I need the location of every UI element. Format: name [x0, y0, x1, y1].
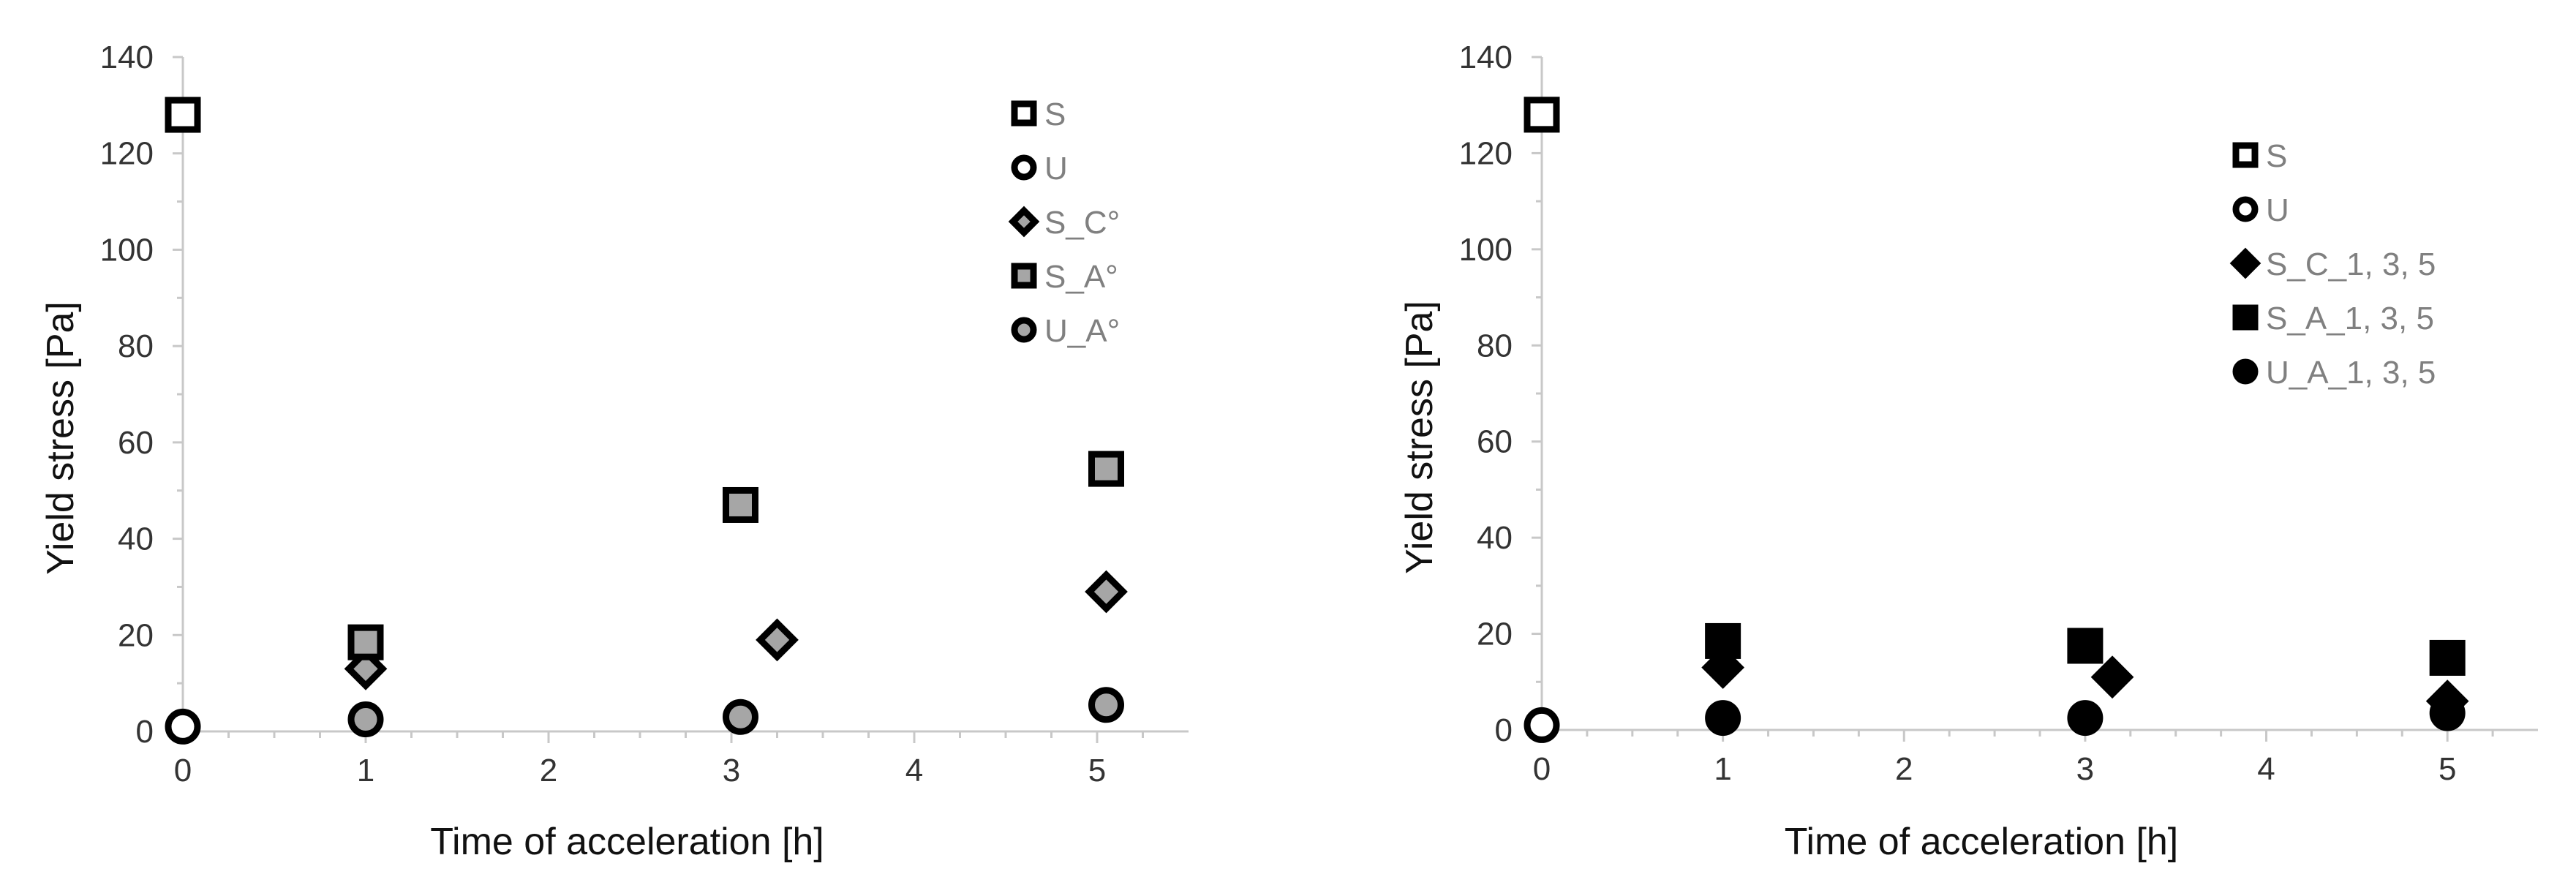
y-tick-label: 120 [1459, 135, 1513, 171]
y-axis-title: Yield stress [Pa] [39, 301, 82, 575]
data-point [1085, 570, 1128, 614]
x-tick-label: 1 [1714, 751, 1731, 787]
legend-marker [2232, 142, 2259, 168]
legend-marker [2232, 358, 2259, 385]
x-tick-label: 0 [1533, 751, 1551, 787]
legend: SU S_C° S_A° U_A° [1008, 97, 1120, 349]
y-tick-label: 0 [136, 714, 154, 750]
legend-marker [1011, 317, 1037, 343]
data-point [1524, 707, 1560, 743]
legend-label: S_C_1, 3, 5 [2266, 246, 2436, 282]
legend-label: S_A_1, 3, 5 [2266, 301, 2434, 336]
data-point [2429, 695, 2466, 731]
data-point [347, 624, 384, 660]
x-axis-title: Time of acceleration [h] [1785, 821, 2179, 863]
y-tick-label: 20 [118, 617, 154, 653]
data-point [1705, 700, 1741, 737]
legend: SU S_C_1, 3, 5 S_A_1, 3, 5 U_A_1, 3, 5 [2229, 138, 2436, 391]
data-point [1524, 97, 1560, 133]
y-tick-label: 80 [1477, 328, 1513, 364]
y-tick-label: 0 [1495, 712, 1513, 748]
data-point [723, 698, 758, 735]
x-tick-label: 5 [1088, 753, 1106, 788]
legend-label: S [2266, 138, 2287, 174]
data-point [165, 97, 201, 133]
x-tick-label: 4 [2257, 751, 2275, 787]
legend-label: U_A_1, 3, 5 [2266, 355, 2436, 391]
y-tick-label: 100 [100, 232, 154, 268]
x-tick-label: 3 [2076, 751, 2094, 787]
y-tick-label: 140 [100, 39, 154, 75]
legend-label: S_C° [1044, 205, 1120, 241]
y-tick-label: 100 [1459, 232, 1513, 268]
legend-marker [1008, 206, 1040, 238]
data-point [1088, 687, 1124, 723]
x-tick-label: 2 [1895, 751, 1913, 787]
data-point [2067, 700, 2104, 737]
y-tick-label: 20 [1477, 617, 1513, 652]
data-point [1705, 622, 1741, 659]
data-point [1701, 646, 1745, 689]
chart-panel-2: 0 20 40 60 80 100 120 140 0 1 2 3 4 5 Time of accelera… [1398, 39, 2538, 863]
data-point [347, 701, 384, 738]
data-point [2429, 639, 2466, 676]
x-tick-label: 1 [357, 753, 374, 788]
legend-marker [1011, 263, 1037, 289]
data-point [165, 708, 201, 745]
x-axis-title: Time of acceleration [h] [430, 821, 824, 863]
legend-marker [1011, 100, 1037, 127]
y-tick-label: 80 [118, 328, 154, 364]
y-tick-label: 40 [1477, 520, 1513, 556]
legend-label: U [1044, 151, 1068, 187]
data-point [1088, 451, 1124, 487]
x-tick-label: 0 [174, 753, 192, 788]
data-point [2067, 628, 2104, 664]
y-tick-label: 120 [100, 136, 154, 172]
legend-marker [1011, 154, 1037, 181]
legend-label: U_A° [1044, 313, 1120, 349]
legend-label: U [2266, 192, 2289, 228]
data-point [723, 486, 758, 523]
legend-label: S [1044, 97, 1066, 132]
data-point [756, 618, 799, 662]
y-tick-label: 60 [118, 425, 154, 461]
legend-marker [2232, 196, 2259, 222]
y-axis-title: Yield stress [Pa] [1398, 301, 1441, 574]
data-point [344, 647, 388, 690]
y-tick-label: 40 [118, 521, 154, 557]
legend-marker [2229, 247, 2261, 279]
y-tick-label: 60 [1477, 424, 1513, 460]
chart-panel-1: 0 20 40 60 80 100 120 140 0 1 2 3 4 5 Time of accelera… [39, 39, 1189, 863]
legend-marker [2232, 304, 2259, 331]
x-tick-label: 4 [905, 753, 923, 788]
data-point [2090, 655, 2134, 699]
x-tick-label: 5 [2438, 751, 2456, 787]
y-tick-label: 140 [1459, 39, 1513, 75]
legend-label: S_A° [1044, 259, 1118, 295]
x-tick-label: 3 [723, 753, 740, 788]
x-tick-label: 2 [540, 753, 557, 788]
